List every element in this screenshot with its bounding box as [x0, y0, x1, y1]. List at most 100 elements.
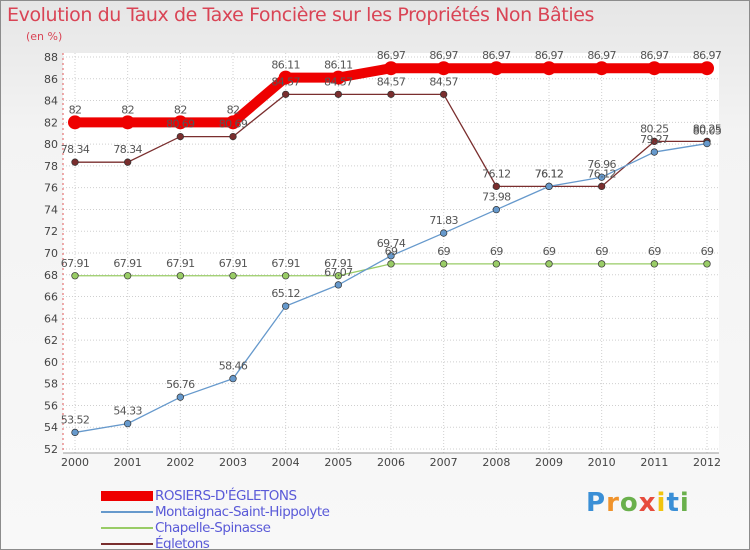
data-label: 69 [490, 245, 503, 258]
data-label: 67.91 [271, 257, 300, 270]
data-label: 69 [648, 245, 661, 258]
data-point [68, 115, 82, 130]
data-label: 53.52 [61, 413, 90, 426]
y-tick-label: 58 [44, 378, 58, 391]
data-label: 67.91 [166, 257, 195, 270]
y-tick-label: 74 [44, 203, 58, 216]
y-tick-label: 54 [44, 421, 58, 434]
data-point [124, 419, 132, 428]
y-tick-label: 82 [44, 116, 58, 129]
data-label: 73.98 [482, 191, 511, 204]
data-point [492, 206, 500, 214]
x-tick-label: 2005 [324, 456, 352, 469]
legend-swatch [101, 543, 153, 545]
x-tick-label: 2010 [588, 456, 616, 469]
data-label: 76.12 [535, 167, 564, 180]
data-point [384, 61, 398, 76]
data-label: 69 [385, 245, 398, 258]
data-label: 86.11 [324, 59, 353, 72]
x-tick-label: 2000 [61, 456, 89, 469]
logo-letter: r [606, 488, 620, 518]
data-point [226, 115, 240, 130]
x-tick-label: 2004 [272, 456, 300, 469]
data-label: 76.12 [535, 167, 564, 180]
data-point [71, 272, 79, 280]
data-label: 86.97 [429, 49, 458, 62]
y-tick-label: 88 [44, 51, 58, 64]
y-tick-label: 62 [44, 334, 58, 347]
data-point [331, 70, 346, 85]
data-point [176, 132, 184, 141]
chart-subtitle: (en %) [26, 30, 63, 43]
data-point [71, 158, 79, 166]
data-point [440, 260, 448, 268]
data-point [124, 158, 132, 166]
data-point [598, 182, 606, 191]
data-point [650, 137, 658, 146]
legend-swatch [101, 511, 153, 513]
data-label: 86.97 [535, 49, 564, 62]
data-label: 80.69 [166, 118, 195, 131]
data-label: 69 [701, 245, 714, 258]
data-label: 84.57 [429, 75, 458, 88]
x-tick-label: 2011 [640, 456, 668, 469]
data-label: 79.27 [640, 133, 669, 146]
y-tick-label: 66 [44, 291, 58, 304]
data-point [229, 272, 237, 280]
data-label: 67.91 [113, 257, 142, 270]
y-tick-label: 60 [44, 356, 58, 369]
data-point [650, 260, 658, 268]
data-label: 56.76 [166, 378, 195, 391]
y-tick-label: 86 [44, 73, 58, 86]
data-label: 67.91 [219, 257, 248, 270]
data-point [71, 428, 79, 437]
data-label: 54.33 [113, 405, 142, 418]
data-label: 86.97 [693, 49, 722, 62]
data-point [492, 182, 500, 191]
data-point [278, 70, 293, 85]
data-label: 82 [121, 103, 134, 116]
data-point [229, 132, 237, 141]
data-point [334, 281, 342, 289]
legend-label: ROSIERS-D'ÉGLETONS [155, 488, 297, 504]
x-tick-label: 2012 [693, 456, 721, 469]
data-point [387, 252, 395, 260]
data-point [282, 302, 290, 310]
data-label: 82 [227, 103, 240, 116]
data-label: 84.57 [377, 75, 406, 88]
logo-letter: i [656, 488, 667, 518]
data-label: 84.57 [271, 75, 300, 88]
data-label: 80.25 [693, 122, 722, 135]
legend-item: Montaignac-Saint-Hippolyte [101, 504, 401, 520]
proxiti-logo: Proxiti [586, 488, 690, 518]
data-label: 86.11 [271, 59, 300, 72]
data-point [703, 139, 711, 148]
legend-item: ROSIERS-D'ÉGLETONS [101, 488, 401, 504]
logo-letter: P [586, 488, 607, 518]
data-label: 67.91 [324, 257, 353, 270]
data-label: 86.97 [587, 49, 616, 62]
data-point [173, 115, 188, 130]
data-label: 78.34 [113, 143, 142, 156]
legend-swatch [101, 527, 153, 529]
data-point [440, 90, 448, 98]
data-point [598, 173, 606, 181]
legend-label: Chapelle-Spinasse [155, 520, 271, 536]
data-point [124, 272, 132, 280]
data-label: 86.97 [377, 49, 406, 62]
data-label: 76.96 [587, 158, 616, 171]
y-tick-label: 70 [44, 247, 58, 260]
data-point [282, 90, 290, 98]
x-tick-label: 2001 [114, 456, 142, 469]
data-label: 67.07 [324, 266, 353, 279]
data-point [334, 90, 342, 98]
data-label: 69 [595, 245, 608, 258]
y-tick-label: 72 [44, 225, 58, 238]
x-tick-label: 2003 [219, 456, 247, 469]
y-tick-label: 52 [44, 443, 58, 456]
data-label: 86.97 [482, 49, 511, 62]
legend-item: Égletons [101, 536, 401, 549]
x-tick-label: 2008 [482, 456, 510, 469]
data-point [334, 272, 342, 280]
